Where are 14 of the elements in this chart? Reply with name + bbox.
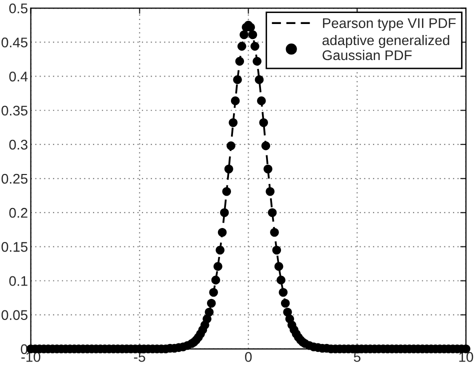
y-tick-label: 0.25: [2, 174, 28, 184]
y-tick-label: 0.4: [9, 72, 28, 82]
y-tick-label: 0.05: [2, 310, 28, 320]
y-tick-label: 0.1: [9, 276, 28, 286]
y-tick-label: 0.15: [2, 242, 28, 252]
legend-label: adaptive generalized Gaussian PDF: [322, 34, 450, 60]
x-tick-label: 0: [245, 352, 252, 362]
y-tick-label: 0.45: [2, 38, 28, 48]
y-tick-label: 0.3: [9, 140, 28, 150]
x-tick-label: 10: [459, 352, 474, 362]
y-tick-label: 0.35: [2, 106, 28, 116]
y-tick-label: 0.5: [9, 3, 28, 14]
legend-label: Pearson type VII PDF: [323, 18, 456, 31]
y-tick-label: 0.2: [9, 208, 28, 218]
